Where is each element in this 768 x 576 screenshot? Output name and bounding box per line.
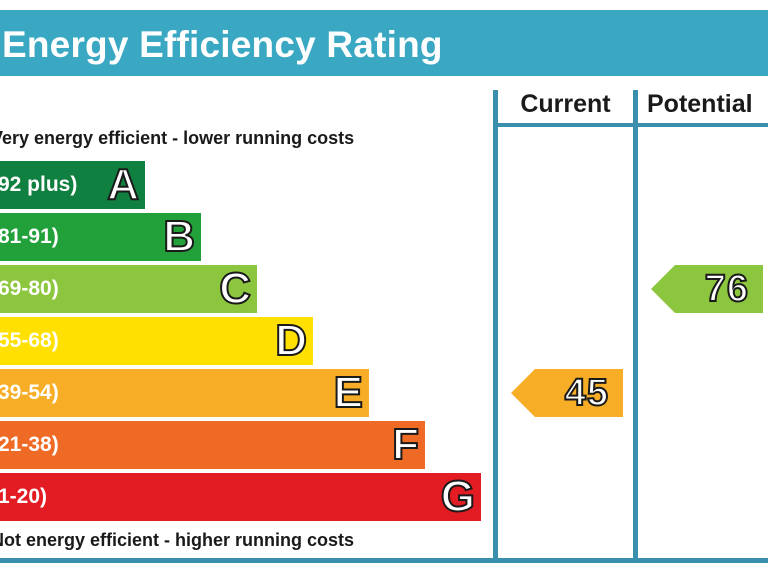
current-rating-value: 45 [564,371,609,415]
band-range-label: (92 plus) [0,173,78,196]
band-range-label: (21-38) [0,433,59,456]
frame-header-underline [493,123,768,127]
band-e: (39-54) E [0,368,369,418]
band-letter: F [391,420,420,470]
band-range-label: (55-68) [0,329,59,352]
band-range-label: (81-91) [0,225,59,248]
frame-divider-middle [633,90,638,562]
band-letter: G [440,472,476,522]
band-f: (21-38) F [0,420,425,470]
note-bottom: Not energy efficient - higher running co… [0,530,490,551]
current-rating-arrow: 45 [511,369,623,417]
note-top: Very energy efficient - lower running co… [0,128,490,149]
chart-title: Energy Efficiency Rating [2,24,443,65]
note-bottom-text: Not energy efficient - higher running co… [0,530,355,550]
potential-rating-arrow: 76 [651,265,763,313]
band-g: (1-20) G [0,472,481,522]
frame-bottom [0,558,768,563]
band-d: (55-68) D [0,316,313,366]
current-arrow-shape [511,369,623,417]
note-top-text: Very energy efficient - lower running co… [0,128,355,148]
band-c: (69-80) C [0,264,257,314]
column-header-current: Current [520,90,611,118]
frame-divider-left [493,90,498,562]
band-letter: A [106,160,140,210]
band-a: (92 plus) A [0,160,145,210]
band-range-label: (69-80) [0,277,59,300]
band-b: (81-91) B [0,212,201,262]
band-letter: C [218,264,252,314]
band-letter: D [274,316,308,366]
header-bar: Energy Efficiency Rating [0,10,768,76]
potential-rating-value: 76 [704,267,749,311]
column-header-potential: Potential [647,90,753,118]
band-letter: E [333,368,364,418]
band-letter: B [162,212,196,262]
band-range-label: (39-54) [0,381,59,404]
band-range-label: (1-20) [0,485,48,508]
potential-arrow-shape [651,265,763,313]
